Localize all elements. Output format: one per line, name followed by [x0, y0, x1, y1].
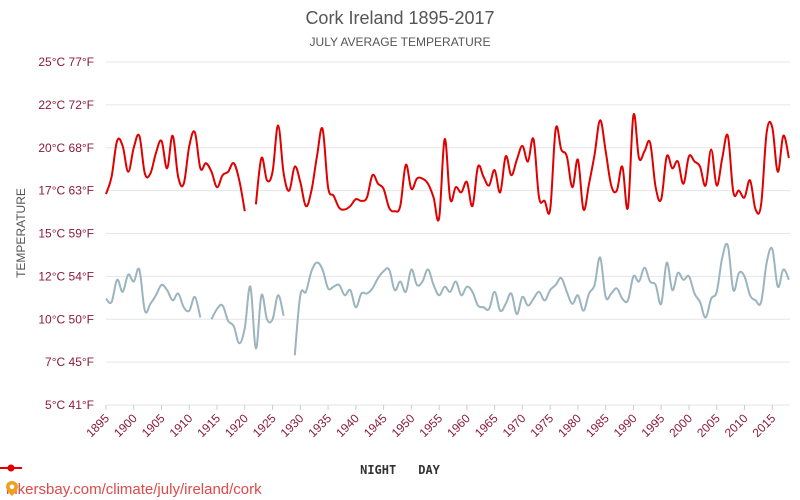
watermark-link[interactable]: hikersbay.com/climate/july/ireland/cork [6, 481, 262, 498]
legend: NIGHT DAY [0, 463, 800, 477]
x-tick-label: 1920 [222, 411, 251, 440]
x-tick-label: 1955 [416, 411, 445, 440]
series-line-night [105, 267, 202, 318]
x-tick-label: 1995 [639, 411, 668, 440]
chart-title: Cork Ireland 1895-2017 [305, 8, 495, 28]
x-tick-label: 1965 [472, 411, 501, 440]
x-tick-label: 1910 [167, 411, 196, 440]
x-tick-label: 1895 [83, 411, 112, 440]
y-tick-label: 17°C 63°F [38, 184, 94, 198]
x-tick-label: 2010 [722, 411, 751, 440]
legend-day-label: DAY [418, 463, 440, 477]
series-line-night [210, 285, 285, 350]
x-tick-label: 2015 [750, 411, 779, 440]
x-tick-label: 1960 [444, 411, 473, 440]
x-tick-label: 1900 [111, 411, 140, 440]
x-tick-label: 1940 [333, 411, 362, 440]
x-tick-label: 1985 [583, 411, 612, 440]
y-tick-label: 25°C 77°F [38, 55, 94, 69]
x-tick-label: 1935 [305, 411, 334, 440]
series-lines [105, 113, 790, 356]
legend-night-label: NIGHT [360, 463, 397, 477]
series-line-night [293, 242, 790, 356]
location-pin-icon [6, 481, 18, 496]
x-tick-label: 1945 [361, 411, 390, 440]
y-tick-label: 15°C 59°F [38, 227, 94, 241]
x-tick-label: 1915 [194, 411, 223, 440]
x-tick-label: 1905 [139, 411, 168, 440]
watermark-text: hikersbay.com/climate/july/ireland/cork [6, 481, 262, 498]
y-tick-label: 10°C 50°F [38, 312, 94, 326]
x-tick-label: 2005 [694, 411, 723, 440]
legend-item-night[interactable]: NIGHT [0, 463, 397, 477]
x-tick-label: 1930 [278, 411, 307, 440]
x-tick-labels: 1895190019051910191519201925193019351940… [83, 405, 779, 440]
y-tick-label: 22°C 72°F [38, 98, 94, 112]
y-tick-label: 20°C 68°F [38, 141, 94, 155]
y-tick-labels: 5°C 41°F 7°C 45°F 10°C 50°F 12°C 54°F 15°C 5… [38, 55, 94, 412]
legend-item-day[interactable]: DAY [0, 463, 440, 477]
y-tick-label: 12°C 54°F [38, 269, 94, 283]
grid-lines [106, 61, 790, 406]
y-tick-label: 7°C 45°F [45, 355, 94, 369]
x-tick-label: 1975 [527, 411, 556, 440]
chart-subtitle: JULY AVERAGE TEMPERATURE [309, 35, 491, 49]
legend-day-marker [0, 464, 22, 472]
series-line-day [105, 130, 246, 212]
x-tick-label: 1925 [250, 411, 279, 440]
series-line-day [254, 113, 790, 222]
x-tick-label: 1950 [389, 411, 418, 440]
x-tick-label: 2000 [666, 411, 695, 440]
y-tick-label: 5°C 41°F [45, 398, 94, 412]
x-tick-label: 1970 [500, 411, 529, 440]
x-tick-label: 1990 [611, 411, 640, 440]
x-tick-label: 1980 [555, 411, 584, 440]
